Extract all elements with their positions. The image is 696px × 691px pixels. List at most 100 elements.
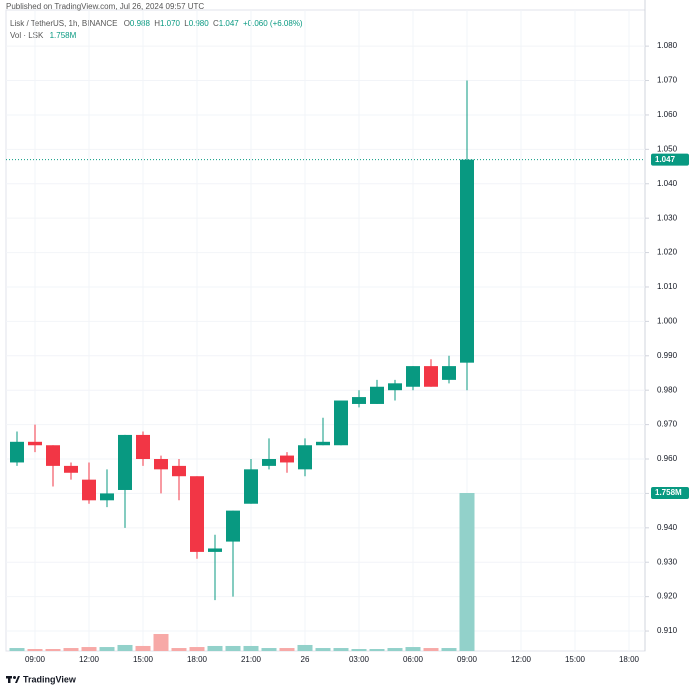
candle-body [424,366,438,387]
ohlc-value: 0.980 [189,19,210,28]
candle-body [298,445,312,470]
y-tick-label: 0.960 [657,454,678,463]
candle-body [100,493,114,501]
x-tick-label: 21:00 [241,655,262,664]
y-tick-label: 0.940 [657,523,678,532]
ohlc-key: H [154,19,160,28]
ohlc-key: O [124,19,130,28]
last-price-label: 1.047 [655,155,676,164]
candle-body [244,469,258,504]
volume-bar [189,647,205,651]
x-tick-label: 18:00 [619,655,640,664]
candle-body [334,400,348,446]
ohlc-key: L [184,19,189,28]
volume-title: Vol · LSK [10,31,44,40]
x-tick-label: 12:00 [79,655,100,664]
volume-bar [279,648,295,651]
volume-legend: Vol · LSK 1.758M [10,31,77,40]
volume-badge [651,487,689,499]
candle-body [190,476,204,552]
ohlc-value: 1.070 [160,19,181,28]
y-tick-label: 0.930 [657,557,678,566]
candle-body [442,366,456,380]
candle-body [46,445,60,466]
volume-bar [333,648,349,651]
candle-body [388,383,402,391]
y-tick-label: 0.990 [657,351,678,360]
volume-bar [207,645,223,651]
published: Published on TradingView.com, Jul 26, 20… [6,2,204,11]
x-tick-label: 09:00 [457,655,478,664]
volume-bar [261,648,277,651]
x-tick-label: 18:00 [187,655,208,664]
x-tick-label: 15:00 [565,655,586,664]
candle-body [226,510,240,542]
y-tick-label: 1.070 [657,76,678,85]
logo-mark [13,676,16,679]
candle-body [28,441,42,446]
y-tick-label: 1.000 [657,316,678,325]
logo-mark [15,676,20,683]
volume-bar [315,648,331,651]
footer-brand: TradingView [23,674,77,684]
candle-body [460,159,474,363]
volume-bar [153,634,169,651]
volume-bar [117,644,133,651]
volume-bar [405,647,421,651]
y-tick-label: 1.030 [657,213,678,222]
volume-bar [99,647,115,651]
volume-label: 1.758M [655,488,682,497]
volume-bar [9,648,25,651]
candle-body [406,366,420,387]
logo-mark [8,676,11,683]
symbol: Lisk / TetherUS, 1h, BINANCE [10,19,117,28]
candle-body [172,465,186,477]
change: +0.060 (+6.08%) [243,19,303,28]
candle-body [280,455,294,463]
candle-body [370,386,384,404]
volume-bar [63,648,79,651]
volume-bar [243,645,259,651]
volume-bar [81,647,97,651]
footer-logo: TradingView [6,674,77,684]
ohlc-key: C [213,19,219,28]
candle-body [64,465,78,473]
x-tick-label: 06:00 [403,655,424,664]
y-tick-label: 0.970 [657,420,678,429]
y-tick-label: 1.040 [657,179,678,188]
volume-bar [135,645,151,651]
volume-bar [45,649,61,651]
y-tick-label: 1.050 [657,144,678,153]
candle-body [262,459,276,466]
y-tick-label: 1.010 [657,282,678,291]
candle-body [82,479,96,501]
volume-bar [225,645,241,651]
candle-body [208,548,222,552]
volume-bar [297,644,313,651]
volume-bar [369,649,385,651]
volume-value: 1.758M [50,31,77,40]
x-tick-label: 03:00 [349,655,370,664]
volume-bar [387,648,403,651]
legend-line: Lisk / TetherUS, 1h, BINANCE O0.988 H1.0… [10,19,303,28]
candle-body [154,459,168,470]
candle-body [352,397,366,404]
volume-bar [423,648,439,651]
x-tick-label: 12:00 [511,655,532,664]
y-tick-label: 1.080 [657,41,678,50]
candle-body [10,441,24,463]
x-tick-label: 26 [301,655,310,664]
candle-body [316,441,330,446]
volume-bar [171,648,187,651]
y-tick-label: 0.920 [657,592,678,601]
ohlc-value: 0.988 [130,19,151,28]
last-price-badge [651,153,689,166]
candle-body [136,434,150,460]
x-tick-label: 09:00 [25,655,46,664]
y-tick-label: 1.020 [657,248,678,257]
y-tick-label: 0.980 [657,385,678,394]
y-tick-label: 0.910 [657,626,678,635]
candle-body [118,434,132,490]
